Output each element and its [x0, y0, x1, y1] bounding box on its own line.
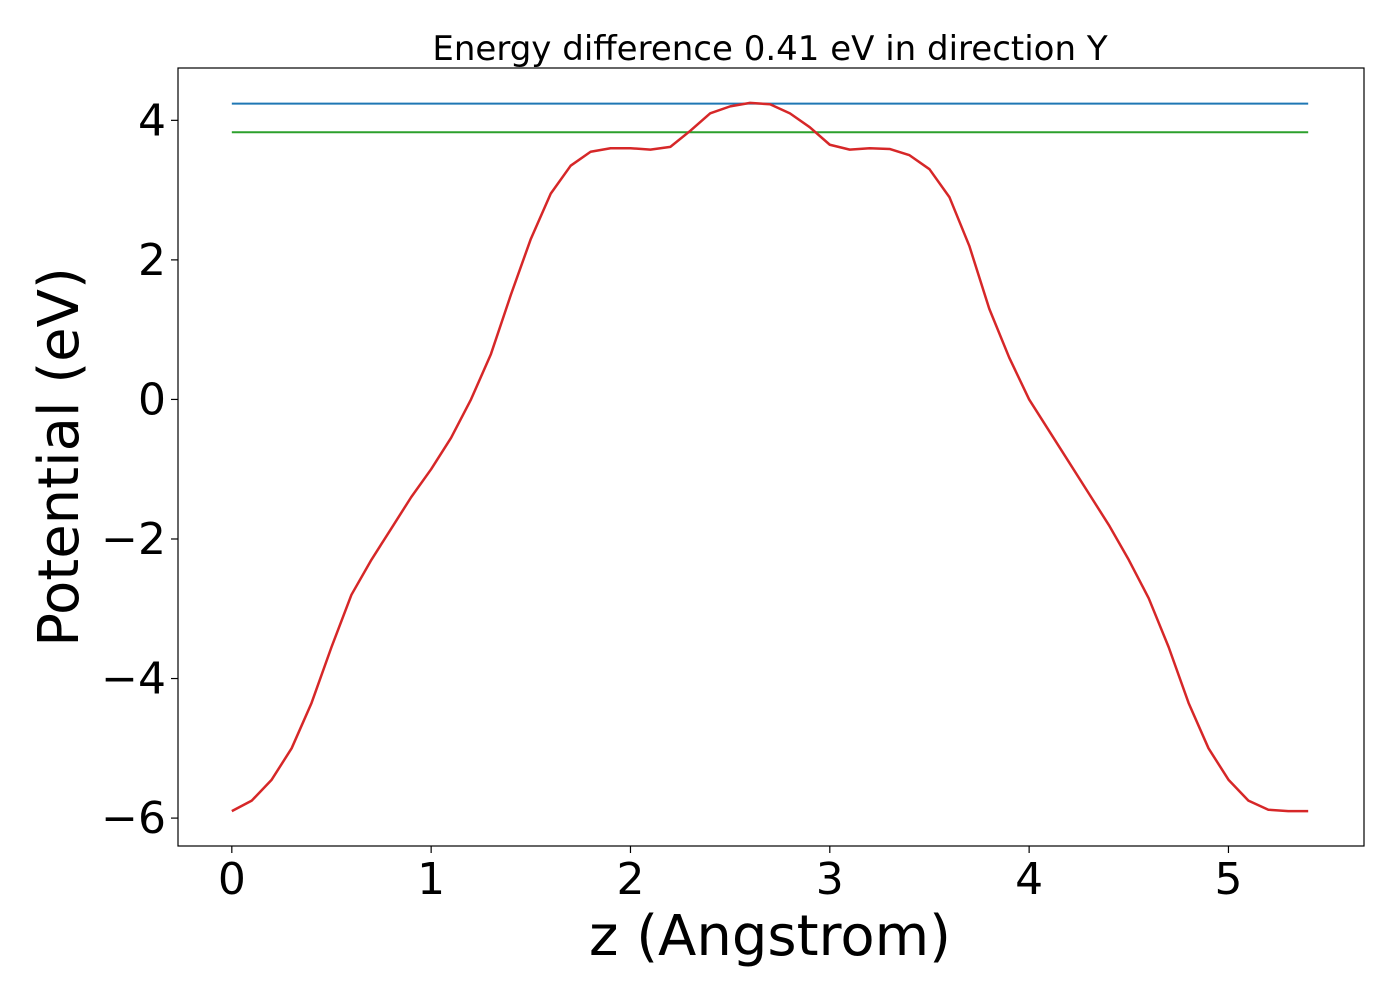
x-axis-label: z (Angstrom) [589, 904, 951, 969]
plot-area [231, 101, 1309, 813]
series-line-3 [231, 101, 1309, 813]
x-tick-label: 1 [417, 854, 445, 905]
y-tick-label: 2 [138, 235, 166, 286]
y-tick-label: −4 [101, 654, 166, 705]
y-axis-ticks: −6 −4 −2 0 2 4 [101, 95, 178, 844]
y-tick-label: 0 [138, 374, 166, 425]
x-tick-label: 3 [816, 854, 844, 905]
y-tick-label: −6 [101, 793, 166, 844]
chart-title: Energy difference 0.41 eV in direction Y [432, 29, 1107, 69]
x-axis-ticks: 0 1 2 3 4 5 [218, 846, 1242, 905]
plot-frame [177, 67, 1365, 847]
x-tick-label: 2 [616, 854, 644, 905]
y-axis-label: Potential (eV) [27, 267, 92, 647]
y-tick-label: −2 [101, 514, 166, 565]
x-tick-label: 4 [1015, 854, 1043, 905]
x-tick-label: 5 [1214, 854, 1242, 905]
x-tick-label: 0 [218, 854, 246, 905]
y-tick-label: 4 [138, 95, 166, 146]
